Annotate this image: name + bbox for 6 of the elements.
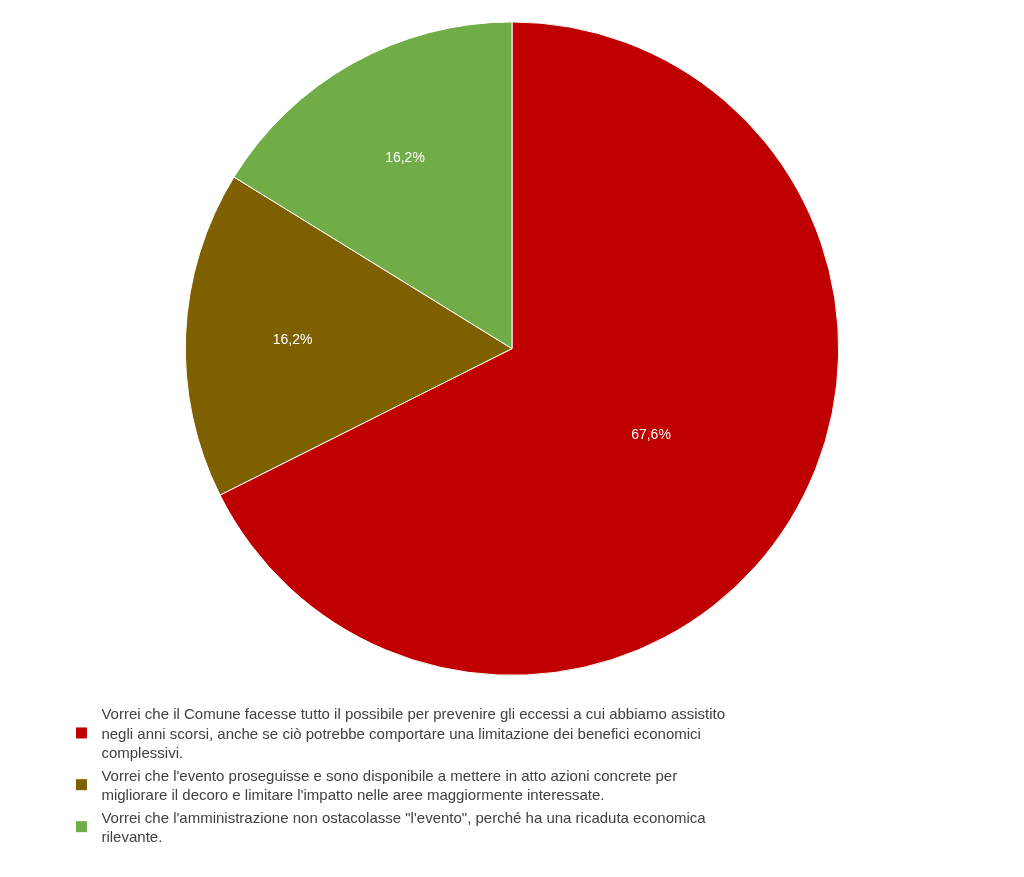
data-label: 67,6%	[631, 426, 671, 443]
legend-label: Vorrei che l'evento proseguisse e sono disponibile a mettere in atto azioni concrete per migliorare il decoro e limitare l'impatto nelle aree maggiormente interessate.	[101, 766, 678, 804]
data-label: 16,2%	[272, 330, 313, 347]
legend-label: Vorrei che l'amministrazione non ostacolasse "l'evento", perché ha una ricaduta economica rilevante.	[101, 808, 707, 846]
data-label: 16,2%	[385, 148, 425, 165]
legend-label: Vorrei che il Comune facesse tutto il possibile per prevenire gli eccessi a cui abbiamo assistito negli anni scorsi, anche se ciò potrebbe comportare una limitazione dei benefici economici complessivi.	[101, 705, 726, 762]
